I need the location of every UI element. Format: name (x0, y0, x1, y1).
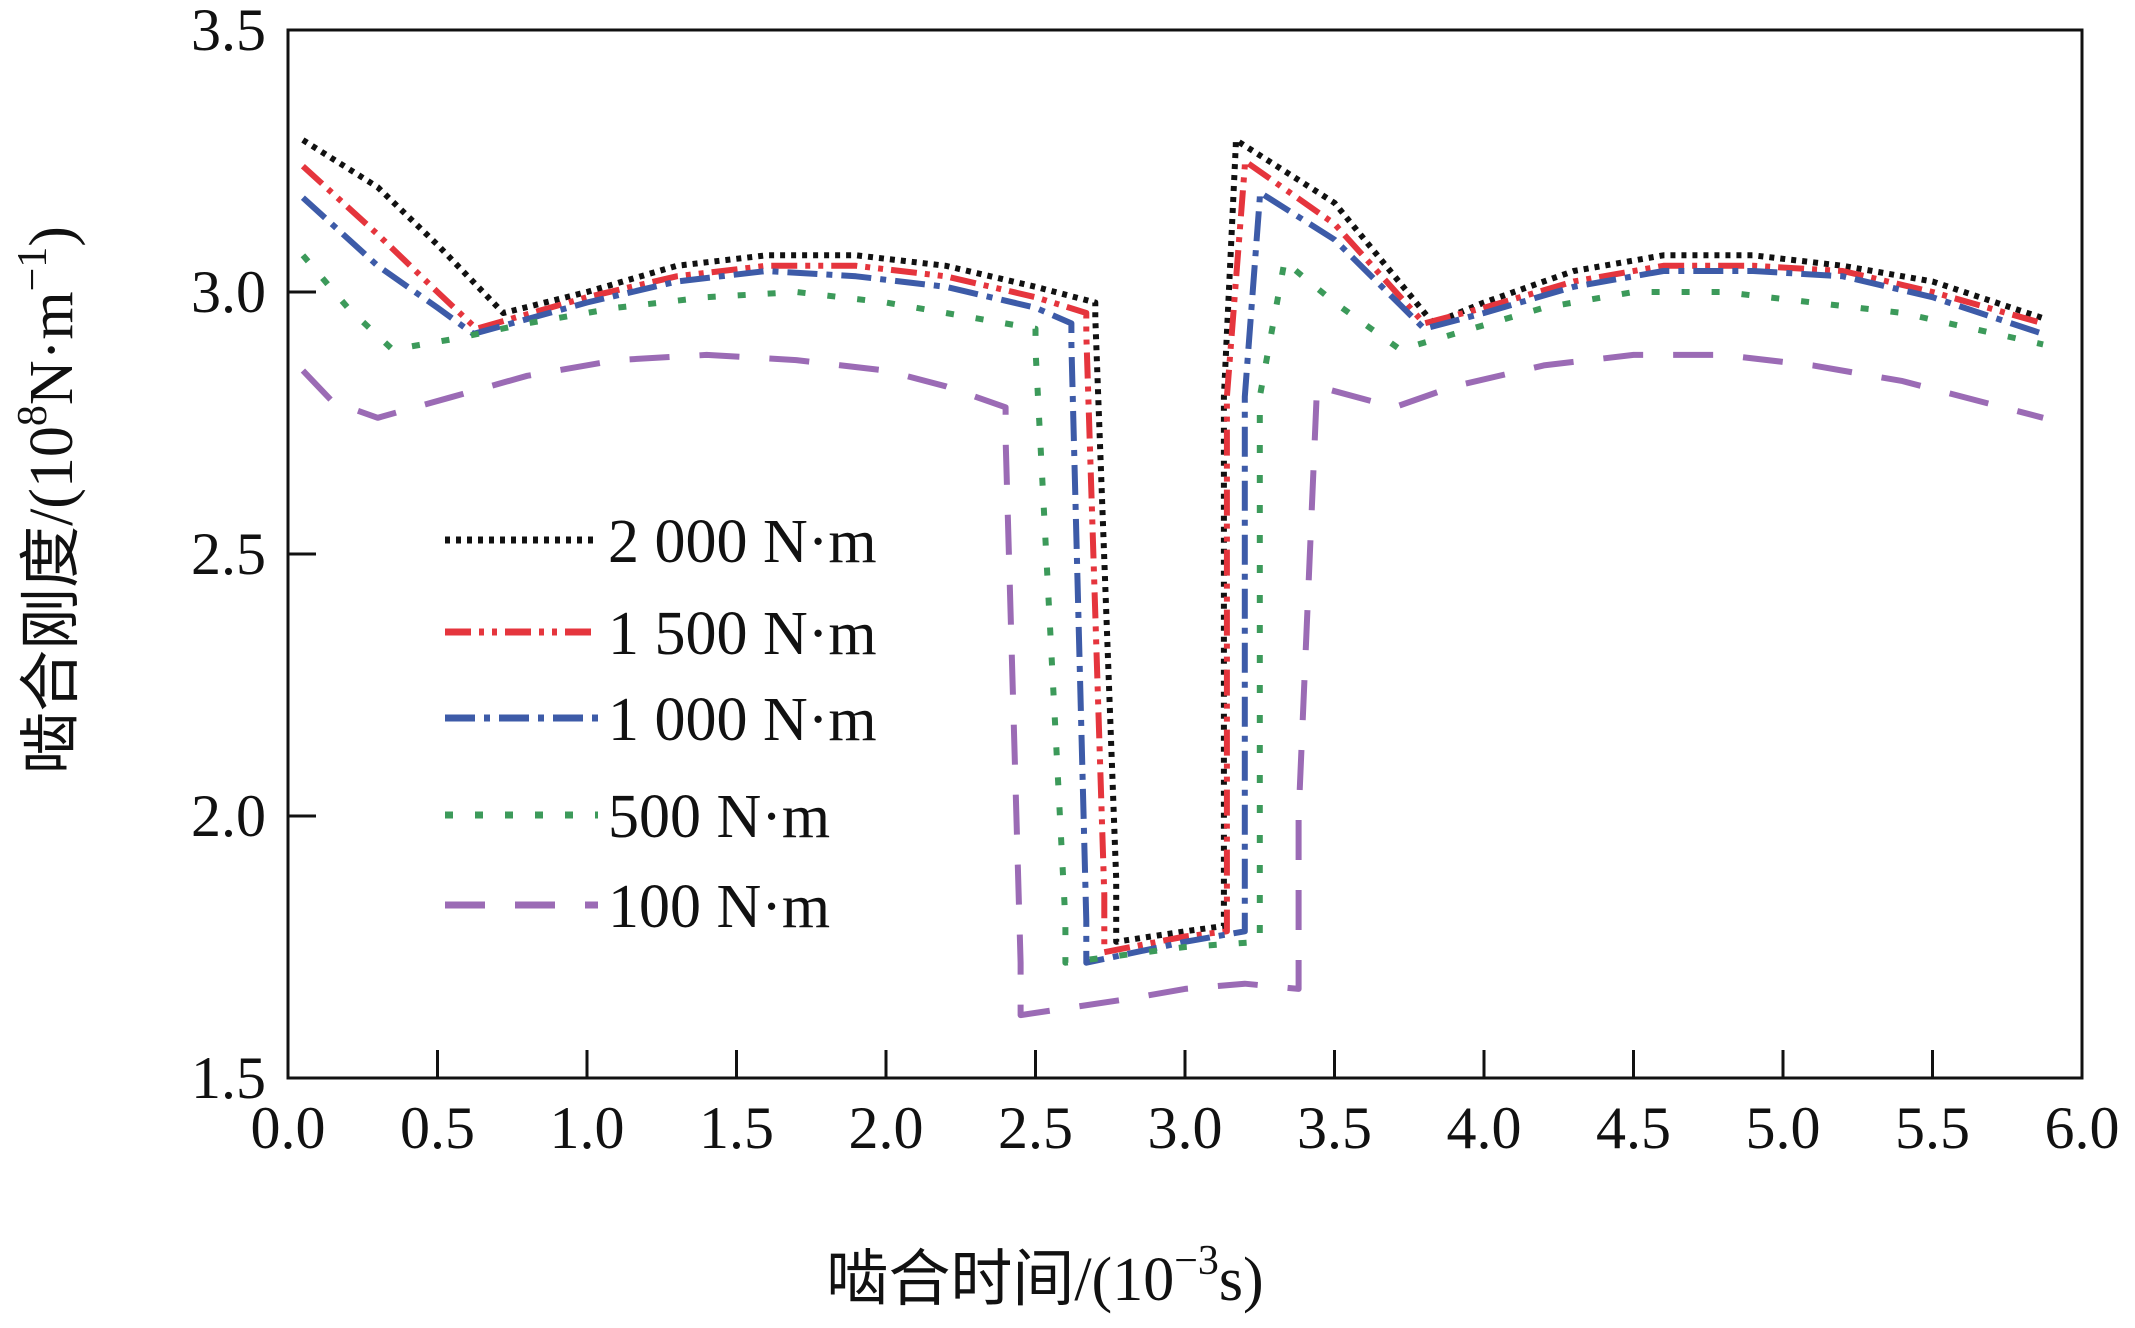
x-tick-label: 0.5 (400, 1095, 475, 1161)
series-line-0 (301, 137, 2045, 945)
y-axis-title-sup2: −1 (10, 247, 56, 292)
series-line-3 (300, 253, 2044, 966)
x-axis-title: 啮合时间/(10−3s) (826, 1238, 1263, 1314)
x-tick-label: 1.0 (550, 1095, 625, 1161)
plot-frame (286, 28, 2084, 1080)
x-tick-label: 5.0 (1746, 1095, 1821, 1161)
legend: 2 000 N·m 1 500 N·m 1 000 N·m 500 N·m 100 N·… (445, 508, 877, 941)
x-axis-title-sup: −3 (1174, 1238, 1219, 1284)
legend-label-1: 1 500 N·m (608, 600, 877, 668)
y-axis-title-main: 啮合刚度/(10 (18, 426, 86, 774)
x-axis-title-main: 啮合时间/(10 (826, 1246, 1174, 1314)
x-tick-label: 5.5 (1895, 1095, 1970, 1161)
x-tick-label: 1.5 (699, 1095, 774, 1161)
y-axis-title: 啮合刚度/(108N·m−1) (10, 226, 86, 774)
legend-label-3: 500 N·m (608, 783, 830, 851)
legend-label-4: 100 N·m (608, 873, 830, 941)
y-tick-label: 2.0 (191, 783, 266, 849)
series-line-1 (300, 158, 2044, 956)
x-tick-label: 6.0 (2045, 1095, 2120, 1161)
x-tick-label: 4.0 (1447, 1095, 1522, 1161)
legend-label-0: 2 000 N·m (608, 508, 877, 576)
plot-area (300, 137, 2045, 1019)
series-line-2 (300, 189, 2045, 966)
x-tick-label: 2.5 (998, 1095, 1073, 1161)
x-axis-title-tail: s) (1219, 1246, 1264, 1314)
series-line-4 (300, 351, 2044, 1019)
x-tick-label: 0.0 (251, 1095, 326, 1161)
y-tick-label: 2.5 (191, 521, 266, 587)
y-axis-title-mid: N·m (18, 291, 86, 405)
y-tick-label: 3.5 (191, 0, 266, 63)
legend-label-2: 1 000 N·m (608, 686, 877, 754)
y-axis-title-sup: 8 (10, 405, 56, 426)
x-tick-label: 3.5 (1297, 1095, 1372, 1161)
x-tick-label: 4.5 (1596, 1095, 1671, 1161)
y-tick-label: 3.0 (191, 259, 266, 325)
x-tick-label: 3.0 (1148, 1095, 1223, 1161)
axis-ticks (286, 28, 2084, 1080)
x-tick-label: 2.0 (849, 1095, 924, 1161)
y-axis-title-tail: ) (18, 226, 86, 247)
tick-labels: 0.0 0.5 1.0 1.5 2.0 2.5 3.0 3.5 4.0 4.5 5.0 5.5 6.0 1… (191, 0, 2120, 1161)
y-tick-label: 1.5 (191, 1045, 266, 1111)
